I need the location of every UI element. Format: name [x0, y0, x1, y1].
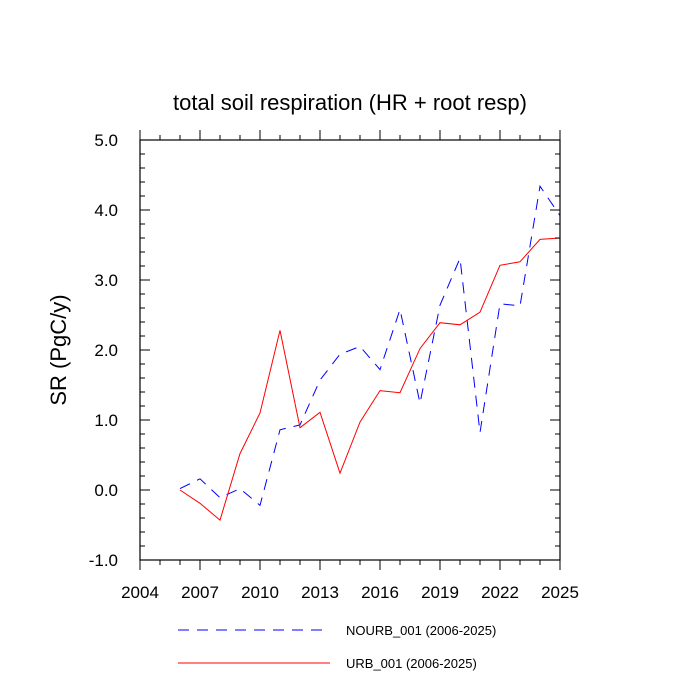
x-tick-label: 2007	[181, 583, 219, 602]
x-tick-label: 2004	[121, 583, 159, 602]
y-tick-label: 5.0	[94, 131, 118, 150]
legend-label-1: NOURB_001 (2006-2025)	[346, 623, 496, 638]
plot-lines	[179, 184, 561, 521]
legend-label-2: URB_001 (2006-2025)	[346, 656, 477, 671]
x-tick-label: 2010	[241, 583, 279, 602]
x-tick-label: 2022	[481, 583, 519, 602]
x-tick-label: 2019	[421, 583, 459, 602]
x-tick-label: 2016	[361, 583, 399, 602]
series-line-1	[179, 184, 561, 507]
y-tick-label: 1.0	[94, 411, 118, 430]
x-tick-label: 2025	[541, 583, 579, 602]
axis-tick-labels: 2004 2007 2010 2013 2016 2019 2022 2025 -1.0 0.0 1…	[89, 131, 579, 602]
chart-title: total soil respiration (HR + root resp)	[173, 90, 527, 115]
axis-ticks	[139, 130, 561, 570]
y-tick-label: -1.0	[89, 551, 118, 570]
y-tick-label: 3.0	[94, 271, 118, 290]
x-tick-label: 2013	[301, 583, 339, 602]
y-tick-label: 4.0	[94, 201, 118, 220]
y-axis-label: SR (PgC/y)	[46, 294, 71, 405]
series-line-2	[179, 237, 561, 521]
legend: NOURB_001 (2006-2025) URB_001 (2006-2025)	[178, 623, 496, 671]
y-tick-label: 2.0	[94, 341, 118, 360]
y-tick-label: 0.0	[94, 481, 118, 500]
